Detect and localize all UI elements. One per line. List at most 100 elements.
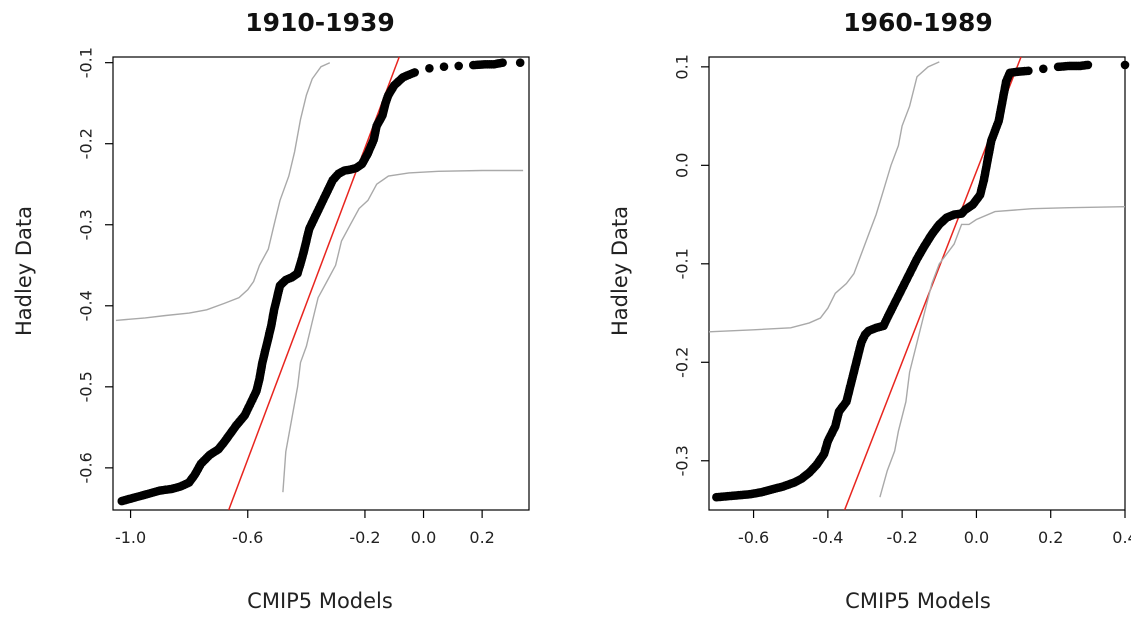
- quantile-point: [167, 484, 176, 494]
- quantile-point: [515, 58, 525, 67]
- quantile-point: [942, 213, 951, 222]
- quantile-point: [322, 188, 332, 197]
- y-tick-label: -0.4: [77, 290, 96, 321]
- y-tick-label: -0.1: [673, 248, 692, 279]
- quantile-point: [381, 98, 390, 108]
- quantile-point: [299, 248, 308, 258]
- quantile-point: [302, 236, 311, 246]
- quantile-point: [968, 200, 977, 209]
- quantile-point: [196, 459, 206, 469]
- x-tick-label: -1.0: [115, 528, 146, 547]
- quantile-point: [398, 73, 408, 82]
- plot-frame: [112, 56, 530, 511]
- quantile-point: [190, 470, 200, 479]
- x-axis-label: CMIP5 Models: [247, 589, 393, 613]
- panel-1960-1989: 1960-1989 CMIP5 Models Hadley Data -0.6 -…: [608, 8, 1131, 613]
- y-axis-label: Hadley Data: [608, 206, 632, 336]
- y-tick-label: 0.0: [673, 153, 692, 178]
- quantile-point: [983, 156, 992, 165]
- quantile-point: [905, 269, 914, 279]
- x-tick-label: 0.0: [411, 528, 436, 547]
- quantile-point: [439, 62, 449, 71]
- quantile-point: [316, 200, 326, 209]
- quantile-point: [879, 321, 888, 331]
- quantile-point: [1083, 60, 1093, 70]
- quantile-point: [1001, 77, 1011, 86]
- quantile-point: [489, 60, 499, 69]
- quantile-point: [369, 135, 379, 144]
- quantile-point: [819, 449, 829, 459]
- quantile-point: [454, 61, 464, 71]
- y-tick-label: -0.3: [77, 209, 96, 240]
- quantile-point: [935, 220, 944, 229]
- x-tick-label: -0.4: [812, 528, 843, 547]
- quantile-point: [1039, 64, 1048, 74]
- quantile-point: [225, 429, 235, 439]
- quantile-point: [117, 496, 127, 506]
- quantile-point: [266, 321, 276, 331]
- quantile-point: [1065, 61, 1074, 71]
- envelope-lower-line: [708, 61, 940, 333]
- quantile-point: [389, 81, 399, 90]
- quantile-point: [384, 90, 393, 100]
- quantile-point: [231, 421, 241, 431]
- quantile-point: [712, 492, 721, 502]
- quantile-point: [410, 68, 420, 77]
- quantile-point: [372, 121, 382, 131]
- quantile-point: [897, 284, 907, 293]
- x-tick-label: 0.0: [964, 528, 989, 547]
- y-tick-label: -0.1: [77, 47, 96, 78]
- quantile-point: [305, 224, 314, 234]
- quantile-point: [767, 485, 777, 494]
- quantile-point: [890, 298, 899, 308]
- plot-frame: [708, 56, 1126, 511]
- quantile-point: [756, 488, 766, 497]
- quantile-point: [1024, 66, 1033, 76]
- quantile-point: [363, 149, 373, 158]
- quantile-point: [258, 358, 267, 367]
- x-tick-label: 0.4: [1112, 528, 1131, 547]
- quantile-point: [927, 230, 937, 239]
- quantile-point: [994, 116, 1003, 126]
- quantile-point: [480, 60, 490, 69]
- x-tick-label: -0.6: [232, 528, 263, 547]
- quantile-point: [871, 323, 881, 333]
- x-tick-label: -0.6: [738, 528, 769, 547]
- quantile-point: [842, 397, 851, 407]
- envelope-upper-line: [879, 206, 1126, 498]
- quantile-point: [328, 175, 338, 185]
- quantile-point: [975, 190, 985, 200]
- quantile-point: [853, 353, 862, 362]
- quantile-point: [1076, 61, 1085, 71]
- quantile-point: [1120, 60, 1130, 70]
- quantile-point: [845, 382, 855, 392]
- quantile-point: [184, 478, 194, 487]
- quantile-point: [261, 346, 270, 355]
- quantile-point: [240, 410, 250, 420]
- quantile-point: [425, 64, 434, 73]
- quantile-point: [834, 407, 844, 416]
- quantile-point: [310, 212, 320, 221]
- quantile-point: [214, 444, 223, 454]
- y-tick-label: -0.5: [77, 371, 96, 402]
- quantile-point: [1013, 67, 1022, 77]
- quantile-point: [998, 97, 1007, 106]
- quantile-point: [979, 175, 989, 185]
- chart-title: 1910-1939: [245, 8, 395, 37]
- quantile-point: [883, 313, 892, 323]
- y-tick-label: -0.2: [77, 128, 96, 159]
- quantile-point: [252, 386, 261, 396]
- y-tick-label: -0.6: [77, 452, 96, 483]
- panel-1910-1939: 1910-1939 CMIP5 Models Hadley Data -1.0 -…: [12, 8, 530, 613]
- quantile-point: [264, 333, 273, 343]
- quantile-point: [920, 241, 929, 251]
- quantile-point: [272, 293, 282, 303]
- quantile-point: [275, 281, 285, 290]
- quantile-point: [126, 494, 135, 504]
- quantile-point: [1005, 68, 1015, 78]
- quantile-point: [812, 460, 821, 470]
- quantile-point: [1053, 62, 1063, 72]
- quantile-point: [296, 259, 305, 268]
- quantile-point: [498, 58, 507, 67]
